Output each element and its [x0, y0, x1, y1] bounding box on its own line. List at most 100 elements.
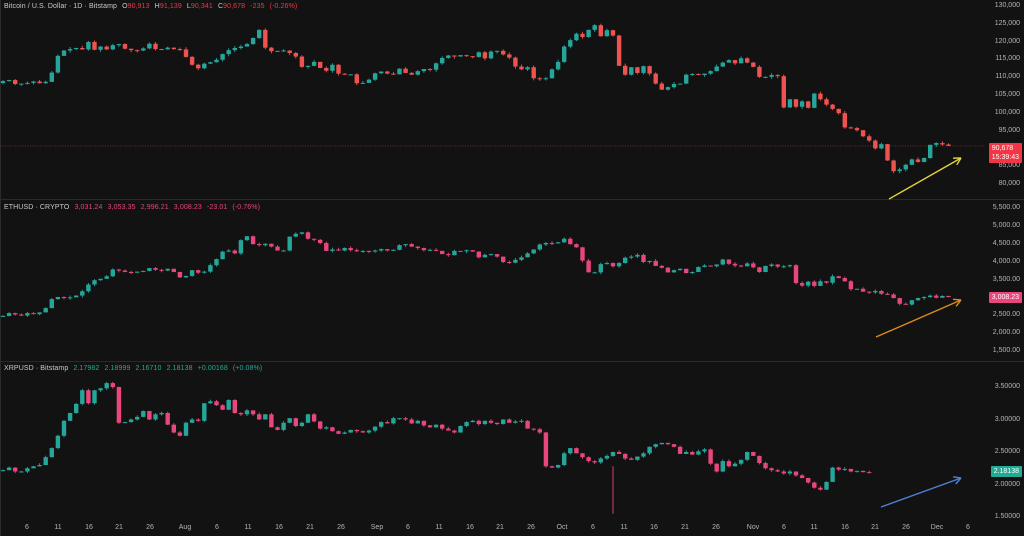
btc-candle — [738, 56, 744, 64]
xrp-change-pct: (+0.08%) — [232, 365, 263, 372]
eth-candle — [897, 297, 902, 306]
eth-candle — [799, 281, 805, 287]
eth-candle — [928, 294, 933, 299]
xrp-candle — [818, 486, 823, 491]
xrp-candle — [830, 466, 835, 482]
btc-candle — [690, 73, 695, 76]
eth-candle — [238, 239, 244, 256]
eth-pane[interactable]: ETHUSD · CRYPTO 3,031.24 3,053.35 2,996.… — [0, 200, 1024, 361]
btc-candle — [61, 50, 67, 56]
btc-candle — [860, 129, 866, 138]
time-axis-label: 6 — [782, 524, 786, 531]
btc-candle — [452, 55, 457, 59]
eth-close: 3,008.23 — [173, 204, 202, 211]
eth-candle — [751, 261, 756, 269]
xrp-candle — [745, 451, 750, 462]
pane-divider[interactable] — [0, 361, 1024, 362]
eth-candle — [287, 236, 292, 252]
btc-candle — [305, 65, 311, 69]
btc-candle — [885, 143, 890, 161]
btc-candle — [928, 144, 933, 159]
xrp-candle — [257, 412, 262, 420]
xrp-candle — [537, 427, 542, 434]
btc-candle — [421, 68, 427, 73]
eth-candle — [787, 264, 793, 268]
btc-candle — [159, 48, 164, 51]
eth-candle — [531, 249, 536, 255]
btc-candle — [812, 92, 817, 109]
xrp-candle — [397, 418, 402, 420]
time-axis-label: 11 — [620, 524, 628, 531]
btc-candle — [921, 157, 927, 163]
btc-pane[interactable]: Bitcoin / U.S. Dollar · 1D · Bitstamp O9… — [0, 0, 1024, 199]
btc-candle — [629, 67, 634, 76]
btc-low: 90,341 — [190, 3, 213, 10]
xrp-candle — [787, 469, 793, 476]
pane-divider[interactable] — [0, 199, 1024, 200]
time-axis-label: 6 — [215, 524, 219, 531]
btc-candle — [397, 68, 402, 75]
eth-ytick-label: 2,500.00 — [992, 311, 1020, 319]
eth-candle — [305, 231, 311, 240]
btc-candle — [824, 97, 829, 107]
btc-ytick-label: 85,000 — [998, 162, 1020, 170]
btc-candle — [135, 49, 140, 53]
btc-candle — [336, 64, 341, 76]
time-axis-label: 16 — [275, 524, 283, 531]
xrp-candle — [281, 421, 286, 432]
btc-candle — [531, 65, 536, 81]
btc-candle — [43, 80, 48, 84]
btc-change: -235 — [250, 3, 265, 10]
xrp-candle — [726, 459, 732, 468]
btc-candle — [183, 47, 189, 58]
btc-close: 90,678 — [223, 3, 246, 10]
btc-candle — [318, 61, 323, 69]
btc-candle — [86, 41, 91, 51]
btc-candle — [934, 142, 939, 148]
eth-candle — [409, 242, 414, 248]
btc-candle — [842, 110, 847, 129]
xrp-candle — [494, 422, 500, 426]
xrp-pane[interactable]: XRPUSD · Bitstamp 2.17982 2.18999 2.1671… — [0, 362, 1024, 520]
btc-candle — [720, 61, 725, 68]
btc-candle — [836, 108, 841, 115]
eth-candle — [104, 275, 109, 279]
time-axis-label: 21 — [681, 524, 689, 531]
btc-candle — [281, 49, 286, 52]
xrp-candle — [391, 416, 396, 425]
btc-open: 90,913 — [127, 3, 150, 10]
eth-candle — [250, 235, 256, 245]
xrp-candle — [659, 442, 664, 445]
xrp-candle — [793, 471, 799, 477]
eth-candle — [671, 269, 677, 273]
xrp-candle — [92, 390, 97, 405]
eth-last-price: 3,008.23 — [991, 294, 1019, 301]
btc-candle — [275, 50, 280, 53]
xrp-candle — [330, 426, 335, 432]
eth-candle — [946, 295, 951, 298]
eth-candle — [354, 248, 359, 253]
btc-candle — [348, 74, 353, 76]
eth-candle — [641, 253, 646, 264]
btc-candle — [244, 42, 250, 47]
btc-candle — [909, 158, 915, 165]
btc-candle — [592, 24, 597, 33]
time-axis-label: 21 — [871, 524, 879, 531]
xrp-candle — [708, 448, 713, 466]
btc-candle — [684, 73, 689, 85]
eth-candle — [684, 268, 689, 274]
btc-candle — [562, 45, 567, 63]
eth-candle — [464, 249, 469, 254]
btc-candle — [92, 40, 97, 51]
eth-candle — [80, 289, 85, 298]
btc-candle — [476, 51, 481, 58]
eth-candle — [470, 250, 475, 252]
xrp-candle — [842, 467, 847, 471]
btc-candle — [671, 81, 677, 89]
xrp-candle — [13, 467, 18, 474]
btc-candle — [311, 59, 317, 67]
xrp-candle — [452, 429, 457, 434]
eth-candle — [757, 266, 762, 273]
xrp-candle — [293, 417, 298, 428]
